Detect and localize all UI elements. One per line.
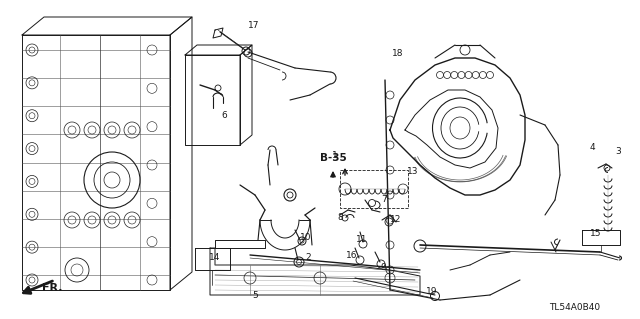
Text: FR.: FR. [42, 283, 63, 293]
Text: 12: 12 [390, 216, 402, 225]
Bar [340, 170, 408, 208]
Text: 14: 14 [209, 254, 221, 263]
Text: 7: 7 [381, 196, 387, 204]
Text: 11: 11 [356, 235, 368, 244]
Text: 5: 5 [252, 292, 258, 300]
Text: 19: 19 [426, 287, 438, 296]
Text: 8: 8 [337, 213, 343, 222]
Text: 18: 18 [392, 48, 404, 57]
Text: 16: 16 [346, 250, 358, 259]
Text: 4: 4 [589, 144, 595, 152]
Text: 9: 9 [380, 263, 386, 272]
Text: 15: 15 [590, 229, 602, 239]
Text: 2: 2 [305, 254, 311, 263]
Text: 17: 17 [248, 20, 260, 29]
Text: B-35: B-35 [319, 153, 346, 163]
Text: 6: 6 [221, 110, 227, 120]
Text: 13: 13 [407, 167, 419, 176]
Text: 3: 3 [615, 147, 621, 157]
Text: 10: 10 [300, 234, 312, 242]
Text: 1: 1 [332, 151, 338, 160]
Text: TL54A0B40: TL54A0B40 [549, 303, 600, 313]
